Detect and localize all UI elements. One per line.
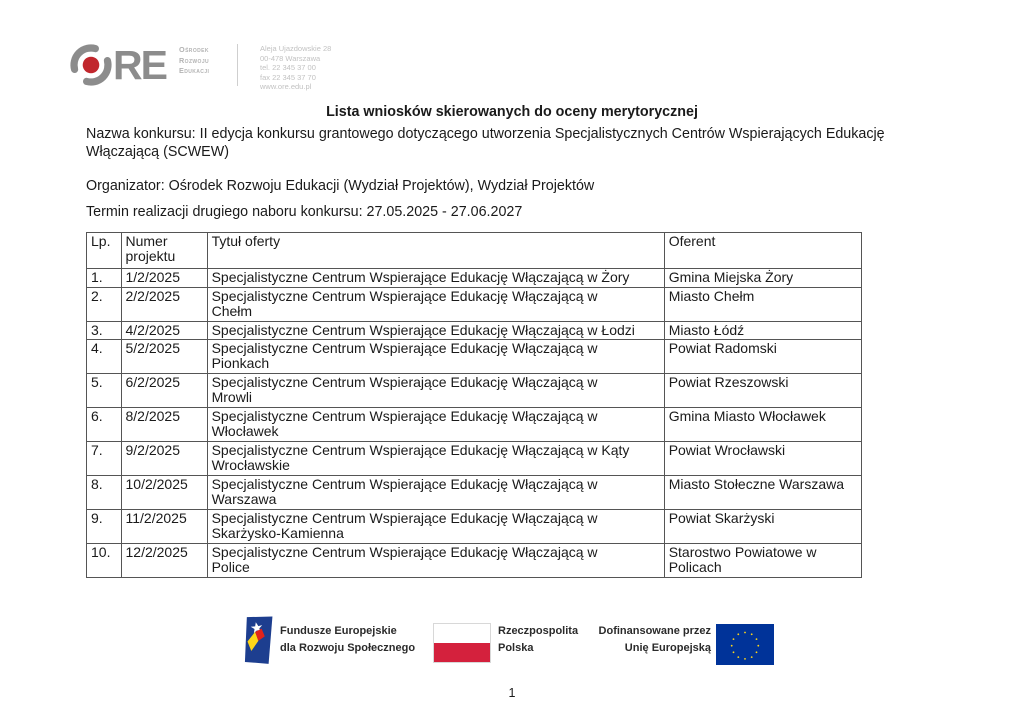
svg-text:RE: RE [113,42,167,88]
